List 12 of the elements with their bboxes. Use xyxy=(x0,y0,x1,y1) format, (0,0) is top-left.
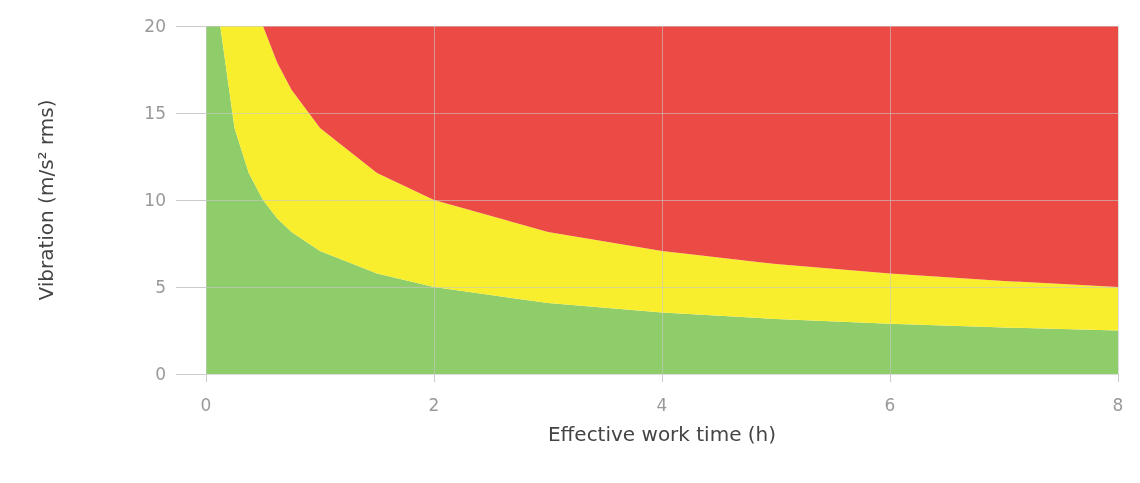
x-tick-label: 0 xyxy=(200,394,212,415)
x-tick-label: 4 xyxy=(656,394,668,415)
y-axis-title: Vibration (m/s² rms) xyxy=(34,99,58,301)
y-tick-label: 10 xyxy=(144,190,166,210)
y-tick-label: 20 xyxy=(144,16,166,36)
y-tick-label: 5 xyxy=(155,277,166,297)
y-tick-label: 15 xyxy=(144,103,166,123)
x-tick-label: 6 xyxy=(884,394,896,415)
y-tick-label: 0 xyxy=(155,364,166,384)
x-axis-title: Effective work time (h) xyxy=(547,422,777,446)
x-tick-label: 8 xyxy=(1112,394,1124,415)
x-tick-label: 2 xyxy=(428,394,440,415)
